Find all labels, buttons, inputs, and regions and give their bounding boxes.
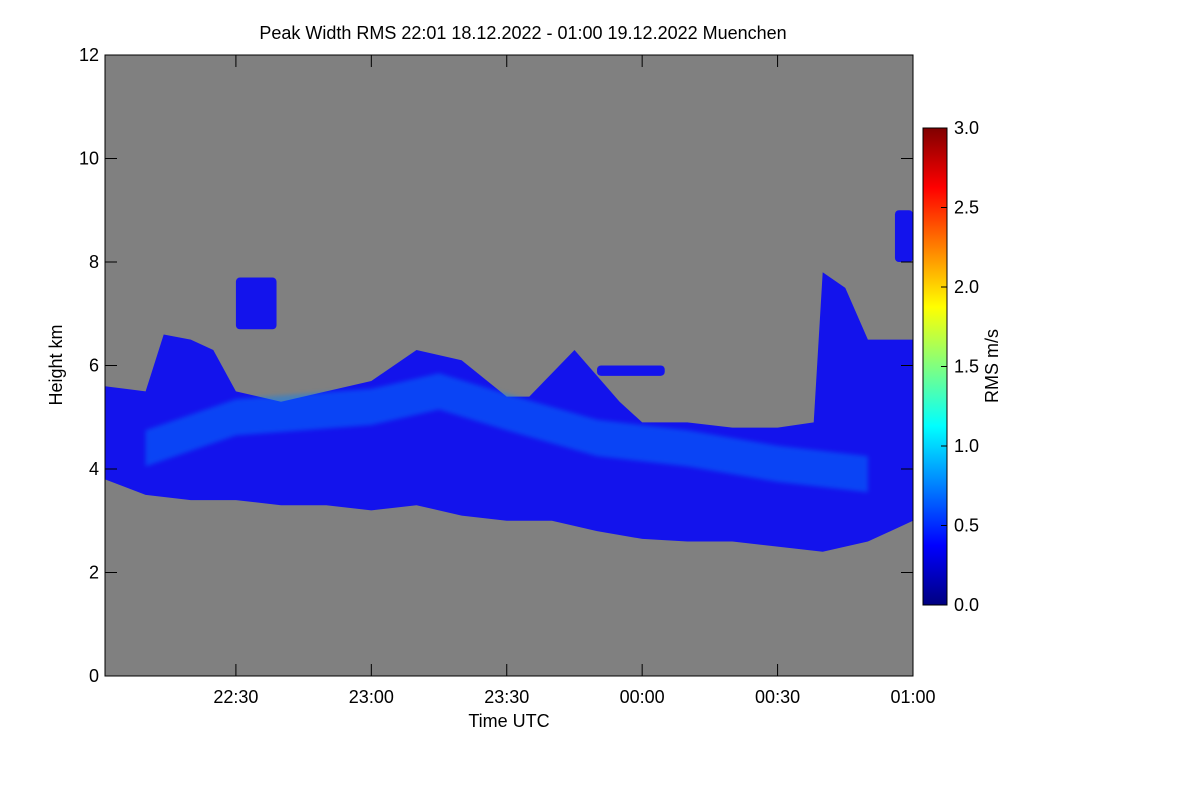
- colorbar-ticks: 0.0 0.5 1.0 1.5 2.0 2.5 3.0: [941, 118, 979, 615]
- x-axis: 22:30 23:00 23:30 00:00 00:30 01:00: [213, 55, 936, 707]
- x-tick-label: 01:00: [890, 687, 935, 707]
- colorbar-label: RMS m/s: [982, 329, 1002, 403]
- colorbar-tick-label: 0.5: [954, 516, 979, 536]
- echo-patch: [894, 210, 913, 262]
- y-tick-label: 2: [89, 563, 99, 583]
- chart-title: Peak Width RMS 22:01 18.12.2022 - 01:00 …: [259, 23, 786, 43]
- plot-area: [105, 55, 913, 676]
- y-axis: 0 2 4 6 8 10 12: [79, 45, 913, 686]
- colorbar: 0.0 0.5 1.0 1.5 2.0 2.5 3.0 RMS m/s: [922, 118, 1002, 615]
- y-tick-label: 12: [79, 45, 99, 65]
- colorbar-tick-label: 2.5: [954, 198, 979, 218]
- x-tick-label: 23:00: [349, 687, 394, 707]
- colorbar-tick-label: 3.0: [954, 118, 979, 138]
- colorbar-tick-label: 0.0: [954, 595, 979, 615]
- echo-patch: [597, 365, 665, 376]
- y-tick-label: 4: [89, 459, 99, 479]
- y-tick-label: 10: [79, 149, 99, 169]
- echo-layer-core: [145, 373, 868, 493]
- x-tick-label: 00:30: [755, 687, 800, 707]
- x-tick-label: 00:00: [620, 687, 665, 707]
- x-tick-label: 22:30: [213, 687, 258, 707]
- colorbar-tick-label: 1.0: [954, 436, 979, 456]
- y-axis-label: Height km: [46, 324, 66, 405]
- echo-patch: [235, 277, 277, 330]
- y-tick-label: 0: [89, 666, 99, 686]
- y-tick-label: 6: [89, 356, 99, 376]
- x-axis-label: Time UTC: [468, 711, 549, 731]
- y-tick-label: 8: [89, 252, 99, 272]
- echo-patches: [235, 210, 913, 376]
- x-tick-label: 23:30: [484, 687, 529, 707]
- colorbar-tick-label: 1.5: [954, 357, 979, 377]
- colorbar-tick-label: 2.0: [954, 277, 979, 297]
- missing-data-background: [105, 55, 913, 676]
